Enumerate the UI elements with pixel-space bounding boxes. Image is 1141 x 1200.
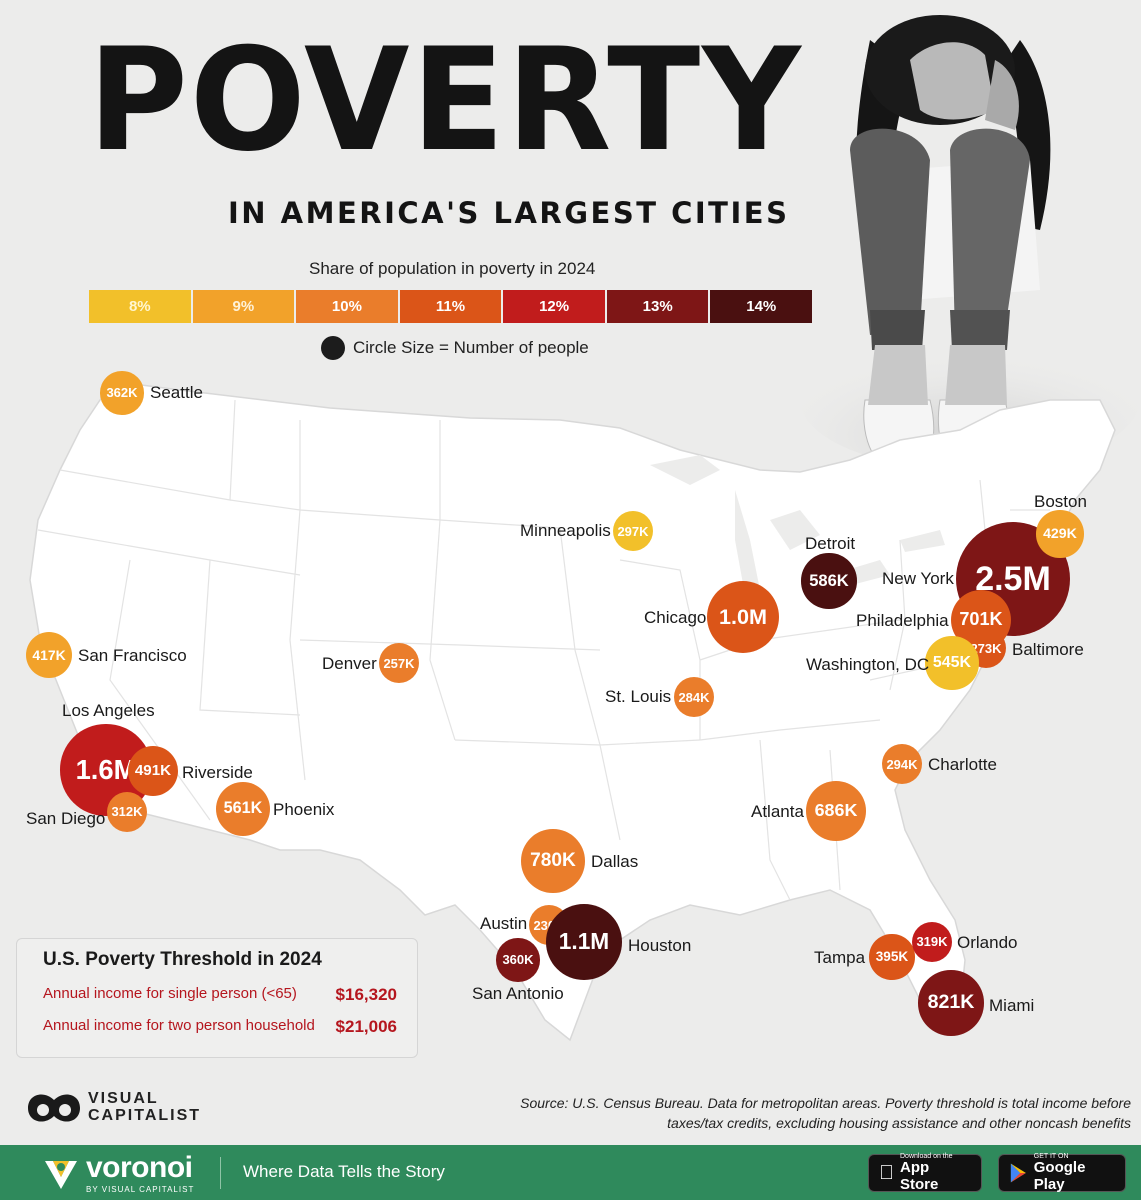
size-legend: Circle Size = Number of people (321, 336, 589, 360)
city-bubble: 586K (801, 553, 857, 609)
legend-bin: 11% (399, 290, 504, 323)
city-bubble: 312K (106, 791, 148, 833)
city-label: Chicago (644, 608, 707, 627)
city-bubble: 429K (1036, 510, 1084, 558)
poverty-threshold-box: U.S. Poverty Threshold in 2024 Annual in… (16, 938, 418, 1058)
city-bubble: 362K (100, 371, 144, 415)
state-borders (37, 399, 1050, 901)
threshold-title: U.S. Poverty Threshold in 2024 (43, 949, 322, 970)
infographic-subtitle: IN AMERICA'S LARGEST CITIES (228, 196, 790, 230)
city-bubble: 491K (127, 745, 179, 797)
legend-bin: 12% (503, 290, 607, 323)
threshold-row-two-person: Annual income for two person household $… (43, 1017, 397, 1037)
legend-bin: 13% (606, 290, 711, 323)
city-bubble: 284K (674, 677, 714, 717)
city-label: Dallas (591, 852, 639, 871)
infographic-title: POVERTY (88, 18, 803, 183)
vc-line1: VISUAL (88, 1090, 159, 1108)
city-bubble: 561K (215, 781, 270, 836)
us-map (29, 381, 1116, 1042)
app-store-big: App Store (885, 1159, 957, 1192)
city-label: San Diego (26, 809, 106, 828)
city-label: St. Louis (605, 687, 672, 706)
great-lakes (650, 455, 945, 595)
city-bubble: 686K (806, 781, 866, 841)
app-store-button[interactable]:  Download on the App Store (868, 1153, 982, 1192)
city-label: Phoenix (273, 800, 335, 819)
voronoi-sub: BY VISUAL CAPITALIST (86, 1185, 195, 1194)
city-label: Minneapolis (520, 521, 611, 540)
sad-person-photo (800, 15, 1140, 473)
city-label: Detroit (805, 534, 856, 553)
city-bubble: 395K (869, 934, 915, 980)
city-label: Denver (322, 654, 377, 673)
source-note: Source: U.S. Census Bureau. Data for met… (520, 1095, 1131, 1131)
google-small: GET IT ON (1033, 1153, 1069, 1160)
us-outline (29, 381, 1116, 1042)
app-store-small: Download on the (900, 1153, 971, 1160)
size-legend-label: Circle Size = Number of people (353, 338, 589, 357)
city-bubble: 257K (379, 643, 419, 683)
city-label: Riverside (182, 763, 253, 782)
city-bubble: 417K (25, 631, 73, 679)
city-label: Atlanta (751, 802, 804, 821)
threshold-value: $16,320 (335, 985, 397, 1004)
city-bubble: 780K (521, 829, 585, 893)
footer-tagline: Where Data Tells the Story (243, 1162, 445, 1181)
city-label: Charlotte (928, 755, 997, 774)
apple-icon:  (879, 1162, 894, 1185)
legend-bin: 10% (296, 290, 400, 323)
city-label: Tampa (814, 948, 866, 967)
vc-mask-icon (28, 1094, 80, 1122)
google-big: Google Play (1033, 1159, 1086, 1193)
city-label: Seattle (150, 383, 203, 402)
vc-line2: CAPITALIST (88, 1107, 202, 1124)
city-label: San Francisco (78, 646, 187, 665)
size-legend-dot (321, 336, 345, 360)
legend-bin: 9% (192, 290, 297, 323)
city-label: Houston (628, 936, 692, 955)
legend-bin: 14% (710, 290, 813, 323)
legend-title: Share of population in poverty in 2024 (309, 259, 596, 278)
city-bubble: 1.1M (546, 904, 622, 980)
city-bubble: 1.0M (706, 580, 780, 654)
voronoi-v-icon (45, 1160, 77, 1189)
city-label: Washington, DC (806, 655, 930, 674)
city-label: Austin (480, 914, 528, 933)
footer-bar: voronoi BY VISUAL CAPITALIST Where Data … (0, 1145, 1141, 1200)
city-label: Baltimore (1012, 640, 1084, 659)
play-icon (1010, 1163, 1026, 1183)
voronoi-logo[interactable]: voronoi BY VISUAL CAPITALIST (42, 1153, 194, 1194)
threshold-label: Annual income for two person household (43, 1017, 315, 1034)
city-bubble: 294K (882, 744, 922, 784)
city-bubble: 319K (911, 921, 953, 963)
city-label: Miami (989, 996, 1035, 1015)
legend-bin: 8% (89, 290, 193, 323)
voronoi-name: voronoi (86, 1151, 193, 1184)
threshold-value: $21,006 (335, 1017, 397, 1036)
threshold-row-single: Annual income for single person (<65) $1… (43, 985, 397, 1005)
google-play-button[interactable]: GET IT ON Google Play (998, 1153, 1126, 1193)
footer-divider (220, 1157, 221, 1189)
visual-capitalist-logo: VISUAL CAPITALIST (26, 1088, 201, 1128)
city-bubble: 545K (925, 636, 979, 690)
city-label: Boston (1034, 492, 1087, 511)
city-label: Philadelphia (856, 611, 949, 630)
color-legend: 8% 9% 10% 11% 12% 13% 14% (89, 290, 813, 323)
city-label: San Antonio (472, 984, 564, 1003)
city-label: Orlando (957, 933, 1018, 952)
city-label: New York (882, 569, 954, 588)
city-bubble: 360K (496, 938, 540, 982)
threshold-label: Annual income for single person (<65) (43, 985, 297, 1002)
city-bubble: 297K (613, 511, 653, 551)
city-label: Los Angeles (62, 701, 155, 720)
city-bubble: 821K (918, 970, 984, 1036)
